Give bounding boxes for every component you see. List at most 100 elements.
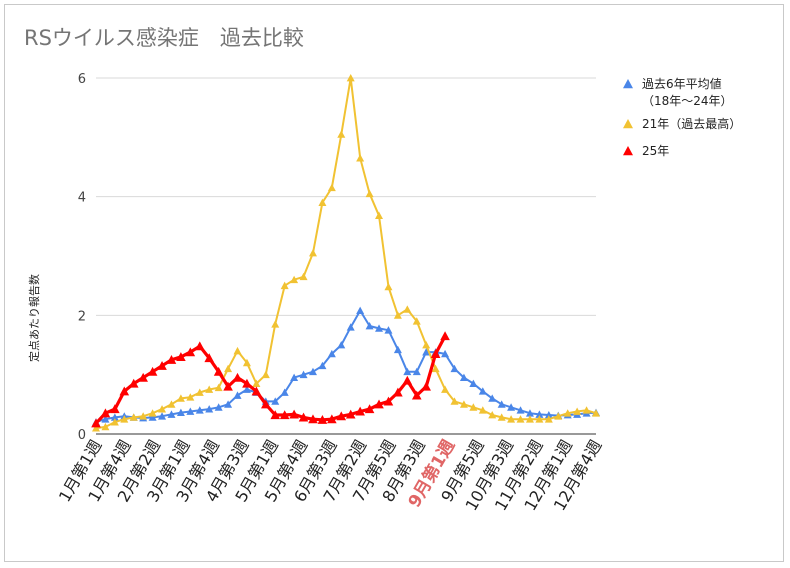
data-point [393,345,402,354]
data-point [336,411,347,421]
data-point [441,385,450,393]
data-point [280,281,289,290]
data-point [450,364,459,373]
y-axis-ticks: 0 2 4 6 [78,72,86,443]
legend-sublabel: （18年〜24年） [642,94,733,108]
legend-label: 21年（過去最高） [642,116,741,131]
data-point [101,415,110,423]
data-point [441,349,450,358]
data-point [345,409,356,419]
data-point [403,305,412,313]
data-point [393,387,403,397]
data-point [308,367,317,376]
data-point [280,388,289,396]
x-axis-ticks: 1月第1週1月第4週2月第2週3月第1週3月第4週4月第3週5月第1週5月第4週… [55,436,606,514]
data-point [497,400,506,408]
data-point [573,407,582,415]
data-point [318,198,327,206]
data-point [592,409,600,417]
data-point [317,414,328,424]
data-point [582,406,591,414]
data-point [223,381,233,391]
y-tick-label: 2 [78,309,86,324]
data-point [242,378,252,388]
data-point [563,409,572,417]
data-point [185,347,196,357]
data-point [204,353,215,363]
data-point [148,409,157,417]
data-point [365,189,374,198]
data-point [92,424,100,432]
data-point [270,410,281,420]
data-point [128,378,139,388]
data-point [544,415,553,423]
series-group [91,74,600,432]
data-point [271,320,280,328]
data-point [356,154,365,162]
data-point [497,413,506,421]
data-point [525,409,534,417]
data-point [120,415,129,423]
data-point [158,405,167,413]
data-point [412,317,421,325]
data-point [194,341,205,351]
data-point [205,385,214,393]
data-point [422,341,431,349]
data-point [251,386,262,396]
data-point [157,360,167,370]
data-point [299,272,308,281]
data-point [167,410,176,418]
data-point [421,381,431,391]
data-point [289,409,299,419]
data-point [318,361,327,370]
data-point [488,411,497,419]
data-point [412,367,421,376]
data-point [440,331,450,341]
data-point [290,275,299,284]
series-line [95,77,597,430]
data-point [346,323,355,331]
series-2 [92,74,600,432]
data-point [327,183,336,192]
data-point [535,410,544,418]
data-point [431,364,440,373]
data-point [384,326,393,334]
series-3 [91,331,450,428]
data-point [100,408,111,418]
data-point [279,410,290,420]
data-point [544,411,553,419]
data-point [450,397,459,405]
data-point [299,370,308,379]
data-point [138,372,148,382]
data-point [91,418,101,428]
data-point [327,349,336,358]
data-point [195,406,204,414]
data-point [214,383,223,392]
y-tick-label: 4 [78,191,86,206]
data-point [469,403,478,411]
data-point [129,413,138,421]
data-point [119,386,130,396]
data-point [469,379,478,387]
data-point [384,282,393,291]
legend-item-3: 25年 [623,144,669,158]
data-point [507,415,516,423]
data-point [167,400,176,408]
data-point [507,403,516,411]
data-point [166,355,177,364]
data-point [290,373,299,382]
chart-title: RSウイルス感染症 過去比較 [24,26,304,50]
data-point [308,414,318,424]
data-point [383,396,394,406]
data-point [233,391,242,399]
data-point [214,403,223,411]
data-point [356,306,365,314]
data-point [110,404,120,414]
y-tick-label: 0 [78,428,86,443]
data-point [478,387,487,395]
data-point [364,404,375,414]
legend-marker [623,146,633,156]
y-axis-label: 定点あたり報告数 [27,274,41,362]
data-point [488,394,497,402]
